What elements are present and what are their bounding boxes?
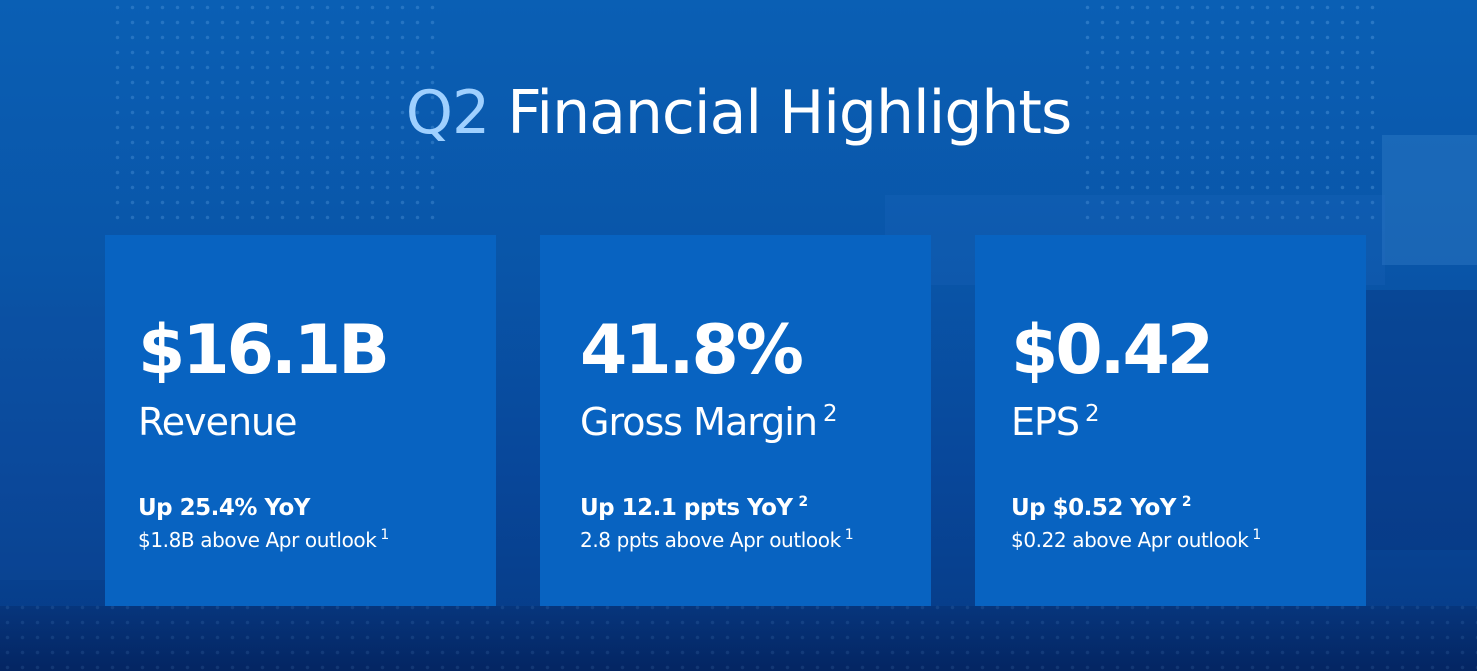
metric-value: $16.1B	[138, 311, 390, 390]
decorative-dot-grid-bottom	[0, 600, 1477, 671]
footnote-marker: 2	[1085, 401, 1099, 428]
footnote-marker: 1	[844, 527, 854, 544]
outlook-comparison: 2.8 ppts above Apr outlook 1	[580, 527, 854, 552]
yoy-change: Up 25.4% YoY	[138, 495, 310, 521]
footnote-marker: 2	[1181, 494, 1192, 511]
decorative-square	[0, 300, 110, 580]
footnote-marker: 2	[822, 401, 837, 428]
metric-label: EPS 2	[1011, 400, 1100, 444]
metric-label: Revenue	[138, 400, 297, 444]
footnote-marker: 2	[798, 494, 809, 511]
metric-value: 41.8%	[580, 311, 804, 390]
decorative-square	[1382, 135, 1477, 265]
decorative-dot-grid-left	[110, 0, 440, 230]
outlook-comparison: $0.22 above Apr outlook 1	[1011, 527, 1261, 552]
yoy-change: Up 12.1 ppts YoY 2	[580, 494, 809, 521]
metric-value: $0.42	[1011, 311, 1214, 390]
highlight-card-revenue: $16.1B Revenue Up 25.4% YoY $1.8B above …	[105, 235, 496, 606]
yoy-change: Up $0.52 YoY 2	[1011, 494, 1192, 521]
highlight-card-gross-margin: 41.8% Gross Margin 2 Up 12.1 ppts YoY 2 2.…	[540, 235, 931, 606]
highlight-card-eps: $0.42 EPS 2 Up $0.52 YoY 2 $0.22 above Apr…	[975, 235, 1366, 606]
decorative-square	[1366, 290, 1477, 550]
title-text: Financial Highlights	[507, 78, 1072, 148]
metric-label: Gross Margin 2	[580, 400, 837, 444]
decorative-bottom-band	[0, 606, 1477, 671]
footnote-marker: 1	[1252, 527, 1261, 544]
title-quarter: Q2	[405, 78, 490, 148]
outlook-comparison: $1.8B above Apr outlook 1	[138, 527, 389, 552]
slide-title: Q2 Financial Highlights	[0, 78, 1477, 148]
footnote-marker: 1	[380, 527, 389, 544]
decorative-dot-grid-right	[1080, 0, 1380, 230]
